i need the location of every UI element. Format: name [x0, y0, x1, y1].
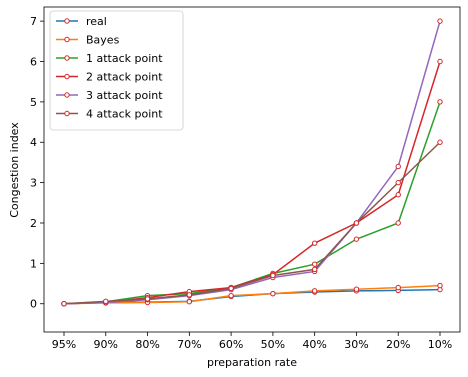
data-point	[61, 301, 67, 307]
legend-marker	[64, 73, 70, 80]
legend-marker	[64, 92, 70, 98]
x-tick-label: 60%	[219, 338, 243, 351]
legend-item: 2 attack point	[56, 71, 163, 84]
y-axis-label: Congestion index	[8, 122, 21, 218]
x-tick-label: 70%	[177, 338, 201, 351]
data-point	[103, 298, 109, 305]
legend-marker	[64, 110, 70, 117]
series-layer	[61, 18, 443, 307]
legend-label: 3 attack point	[86, 89, 163, 102]
y-tick-label: 0	[30, 298, 37, 311]
data-point	[353, 220, 360, 226]
series-bayes	[61, 282, 443, 307]
data-point	[395, 220, 401, 226]
legend-item: 3 attack point	[56, 89, 163, 102]
x-tick-label: 80%	[135, 338, 159, 351]
data-point	[144, 296, 151, 302]
series-line	[63, 101, 441, 305]
data-point	[437, 282, 443, 289]
data-point	[437, 139, 443, 145]
legend-box	[49, 10, 184, 131]
legend-item: 4 attack point	[56, 108, 163, 121]
data-point	[228, 292, 234, 299]
data-point	[437, 99, 443, 105]
data-point	[270, 290, 276, 297]
series-line	[63, 284, 441, 305]
data-point	[311, 240, 318, 246]
legend-marker	[64, 36, 70, 43]
legend-marker	[64, 18, 70, 24]
y-tick-label: 1	[30, 257, 37, 270]
legend-item: real	[56, 15, 107, 28]
plot-frame	[43, 6, 461, 333]
x-tick-label: 50%	[261, 338, 285, 351]
x-axis-label: preparation rate	[207, 356, 297, 369]
y-tick-label: 7	[30, 15, 37, 28]
data-point	[311, 288, 318, 294]
x-tick-label: 95%	[52, 338, 76, 351]
x-tick-label: 40%	[302, 338, 326, 351]
series-line	[63, 20, 441, 305]
legend-label: 1 attack point	[86, 52, 163, 65]
data-point	[228, 285, 234, 292]
data-point	[395, 192, 401, 198]
data-point	[353, 236, 360, 242]
x-tick-label: 90%	[94, 338, 118, 351]
y-tick-label: 2	[30, 217, 37, 230]
legend-label: 4 attack point	[86, 108, 163, 121]
data-point	[395, 179, 401, 186]
x-tick-label: 20%	[386, 338, 410, 351]
y-tick-label: 6	[30, 56, 37, 69]
y-tick-label: 3	[30, 177, 37, 190]
legend-item: Bayes	[56, 34, 120, 47]
legend-marker	[64, 55, 70, 61]
data-point	[437, 18, 443, 24]
data-point	[395, 163, 401, 170]
ticks-layer: 95% 90% 80% 70% 60% 50% 40% 30% 20% 10% 0 1 2 3 4 5 6 7	[30, 15, 452, 351]
data-point	[186, 299, 193, 305]
data-point	[437, 58, 443, 65]
data-point	[311, 261, 318, 267]
series-line	[63, 141, 441, 305]
x-tick-label: 30%	[344, 338, 368, 351]
legend: real Bayes 1 attack point 2 attack point 3 a…	[49, 10, 184, 131]
data-point	[395, 284, 401, 291]
y-tick-label: 4	[30, 136, 37, 149]
series-4-attack-point	[61, 139, 443, 307]
y-tick-label: 5	[30, 96, 37, 109]
legend-item: 1 attack point	[56, 52, 163, 65]
legend-label: real	[86, 15, 107, 28]
data-point	[186, 292, 193, 298]
x-tick-label: 10%	[428, 338, 452, 351]
data-point	[270, 272, 276, 279]
data-point	[353, 286, 360, 292]
data-point	[311, 266, 318, 273]
legend-label: 2 attack point	[86, 71, 163, 84]
legend-label: Bayes	[86, 34, 120, 47]
